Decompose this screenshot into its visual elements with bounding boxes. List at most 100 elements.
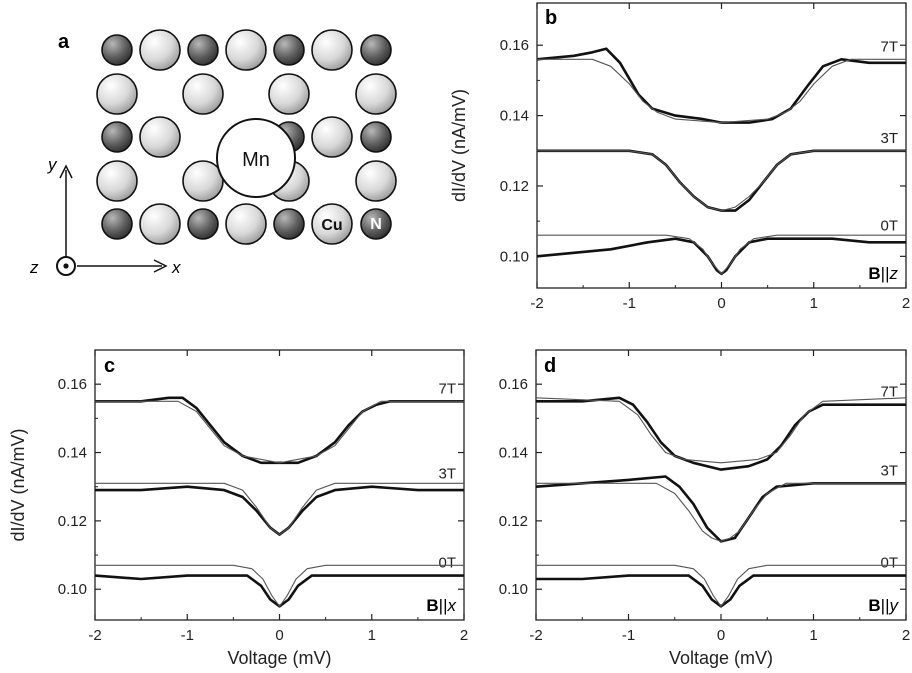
x-tick-label: 0 [717,295,725,312]
panel-a-letter: a [58,31,70,53]
panel-b-chart: -2 -1 0 1 2 0.10 0.12 0.14 0.16 b dI/dV (nA/mV) 7T 3… [449,2,910,312]
y-tick-label: 0.10 [500,248,529,265]
y-tick-label: 0.16 [500,37,529,54]
series-7T-data-line [95,396,464,465]
x-tick-label: -2 [88,627,101,644]
x-tick-label: -2 [530,295,543,312]
n-atom [187,208,219,240]
x-axis-label: x [171,258,181,277]
cu-atom [355,73,397,115]
field-axis: y [889,596,900,615]
cu-atom [96,73,138,115]
parallel-symbol: || [881,596,890,615]
cu-atom [139,116,181,158]
n-atom [273,208,305,240]
n-atom [360,121,392,153]
y-axis-label: y [47,155,58,174]
parallel-symbol: || [881,264,890,283]
series-7T-fit-line [535,397,907,464]
y-axis-title: dI/dV (nA/mV) [449,89,469,202]
x-tick-label: 2 [460,627,468,644]
mn-label: Mn [242,149,270,171]
parallel-symbol: || [439,596,448,615]
series-label: 0T [438,555,456,572]
series-label: 7T [880,384,898,401]
series-label: 7T [438,380,456,397]
cu-atom [96,160,138,202]
panel-d-chart: -2 -1 0 1 2 0.10 0.12 0.14 0.16 d Voltage (mV) 7T 3T… [499,349,910,668]
y-tick-label: 0.12 [500,178,529,195]
series-3T-fit-line [537,150,906,212]
z-axis-label: z [29,258,39,277]
lattice-grid [96,29,397,245]
cu-atom [139,29,181,71]
series-0T-fit-line [95,564,464,607]
y-tick-label: 0.14 [499,445,528,462]
cu-label: Cu [321,217,342,234]
panel-letter-c: c [104,355,115,377]
n-atom [101,121,133,153]
series-3T-data-line [95,485,464,536]
field-axis: x [447,596,457,615]
series-7T-data-line [536,396,906,471]
series-7T-data-line [536,47,906,124]
series-3T-fit-line [536,482,906,542]
mn-atom: Mn [216,118,296,198]
panel-letter-b: b [545,7,557,29]
n-atom [101,208,133,240]
field-direction-label: B||z [868,264,898,283]
field-axis: z [889,264,899,283]
x-tick-label: 1 [368,627,376,644]
cu-atom [311,29,353,71]
series-label: 3T [880,462,898,479]
field-direction-label: B||x [426,596,456,615]
series-7T-fit-line [537,58,906,124]
x-axis-title: Voltage (mV) [227,648,331,668]
cu-atom [182,73,224,115]
y-tick-label: 0.16 [58,376,87,393]
n-atom [101,34,133,66]
panel-letter-d: d [544,355,556,377]
series-label: 3T [880,130,898,147]
series-3T-fit-line [95,482,464,536]
field-symbol: B [426,596,438,615]
series-0T-data-line [536,574,906,608]
n-label: N [370,216,382,233]
y-axis-title: dI/dV (nA/mV) [8,428,28,541]
y-tick-label: 0.14 [500,108,529,125]
field-direction-label: B||y [868,596,899,615]
series-label: 3T [438,466,456,483]
x-tick-label: -1 [622,627,635,644]
panel-c-chart: -2 -1 0 1 2 0.10 0.12 0.14 0.16 c dI/dV (nA/mV) Vol… [8,349,468,668]
x-axis-arrowhead [153,259,168,273]
x-tick-label: 1 [809,627,817,644]
cu-atom [311,203,353,245]
z-axis-dot [63,263,69,269]
x-tick-label: 2 [902,627,910,644]
series-3T-data-line [537,149,906,212]
n-atom [360,34,392,66]
cu-atom [182,160,224,202]
n-atom [187,34,219,66]
y-tick-label: 0.10 [499,581,528,598]
series-0T-data-line [94,574,464,608]
coordinate-axes: y z x [29,155,181,277]
panel-a-lattice: a Mn Cu N y z x [29,29,397,277]
plot-frame-b [536,2,907,289]
y-tick-label: 0.12 [58,513,87,530]
x-tick-label: -1 [623,295,636,312]
x-tick-label: -2 [529,627,542,644]
y-tick-label: 0.12 [499,513,528,530]
cu-atom [225,203,267,245]
series-7T-fit-line [95,400,464,464]
x-tick-label: 1 [810,295,818,312]
cu-atom [268,73,310,115]
series-label: 0T [880,218,898,235]
series-0T-data-line [536,237,906,276]
field-symbol: B [868,596,880,615]
cu-atom [225,29,267,71]
series-label: 0T [880,555,898,572]
series-0T-fit-line [536,564,906,607]
x-tick-label: 0 [717,627,725,644]
